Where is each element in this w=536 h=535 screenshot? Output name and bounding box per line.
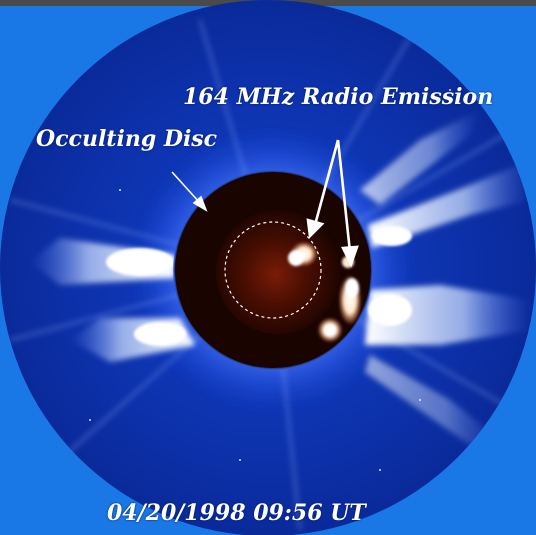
observation-timestamp: 04/20/1998 09:56 UT	[107, 500, 366, 526]
background-stars	[89, 89, 451, 471]
sun-core	[216, 210, 340, 334]
streamer-cores	[106, 226, 412, 346]
radio-emission-arrows	[306, 139, 359, 268]
solar-limb-outline	[224, 221, 322, 319]
radio-emission-label: 164 MHz Radio Emission	[183, 84, 494, 110]
occulting-disc-arrow	[171, 171, 208, 212]
occulting-disc-label: Occulting Disc	[36, 126, 218, 152]
radio-emission-sources	[288, 242, 361, 342]
